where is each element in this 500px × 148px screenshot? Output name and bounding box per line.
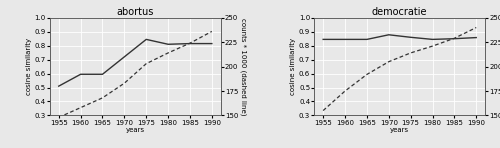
Y-axis label: cosine similarity: cosine similarity bbox=[26, 38, 32, 95]
Y-axis label: cosine similarity: cosine similarity bbox=[290, 38, 296, 95]
Title: abortus: abortus bbox=[116, 7, 154, 17]
X-axis label: years: years bbox=[390, 127, 409, 133]
Title: democratie: democratie bbox=[372, 7, 428, 17]
X-axis label: years: years bbox=[126, 127, 145, 133]
Y-axis label: counts * 1000 (dashed line): counts * 1000 (dashed line) bbox=[240, 18, 246, 115]
